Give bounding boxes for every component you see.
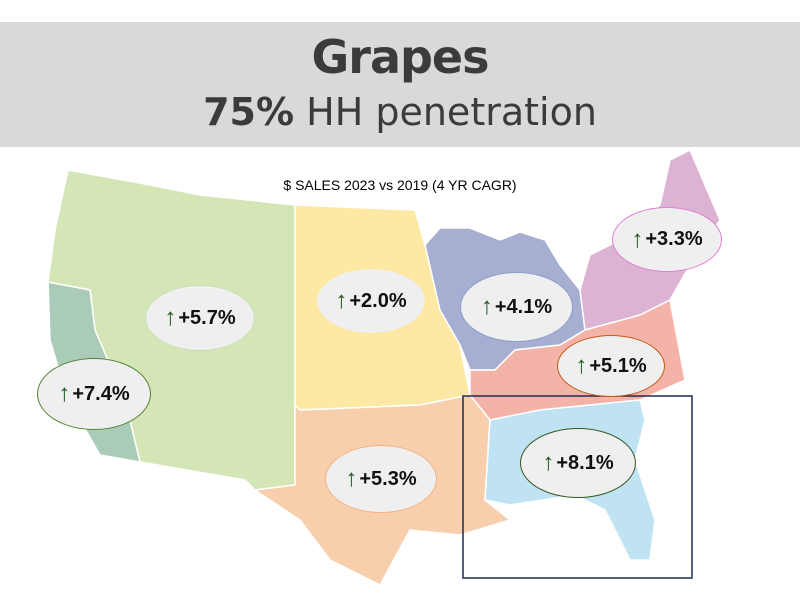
southeast-highlight-box — [462, 395, 693, 579]
bubble-west: ↑ +5.7% — [145, 285, 255, 351]
bubble-california: ↑ +7.4% — [37, 358, 151, 430]
up-arrow-icon: ↑ — [480, 293, 493, 320]
up-arrow-icon: ↑ — [542, 449, 555, 476]
page-title: Grapes — [311, 30, 490, 84]
bubble-mid-south: ↑ +5.1% — [557, 335, 665, 397]
bubble-value: +7.4% — [72, 382, 130, 405]
up-arrow-icon: ↑ — [345, 465, 358, 492]
penetration-value: 75% — [203, 90, 295, 134]
bubble-value: +5.1% — [589, 354, 647, 377]
up-arrow-icon: ↑ — [631, 225, 644, 253]
up-arrow-icon: ↑ — [335, 287, 348, 314]
bubble-value: +5.7% — [178, 306, 236, 329]
title-banner — [0, 22, 800, 147]
bubble-northeast: ↑ +3.3% — [612, 207, 722, 272]
map-subtitle: $ SALES 2023 vs 2019 (4 YR CAGR) — [283, 177, 517, 193]
bubble-value: +2.0% — [349, 289, 407, 312]
bubble-plains: ↑ +2.0% — [316, 268, 426, 334]
bubble-value: +8.1% — [556, 451, 614, 474]
bubble-value: +5.3% — [359, 467, 417, 490]
up-arrow-icon: ↑ — [164, 304, 177, 331]
up-arrow-icon: ↑ — [58, 380, 71, 407]
bubble-value: +3.3% — [645, 228, 703, 250]
bubble-great-lakes: ↑ +4.1% — [460, 272, 573, 342]
penetration-line: 75% HH penetration — [0, 90, 800, 134]
penetration-label: HH penetration — [306, 90, 597, 134]
up-arrow-icon: ↑ — [575, 352, 588, 379]
bubble-south-central: ↑ +5.3% — [325, 445, 437, 513]
bubble-value: +4.1% — [494, 295, 553, 318]
bubble-southeast: ↑ +8.1% — [520, 428, 636, 498]
